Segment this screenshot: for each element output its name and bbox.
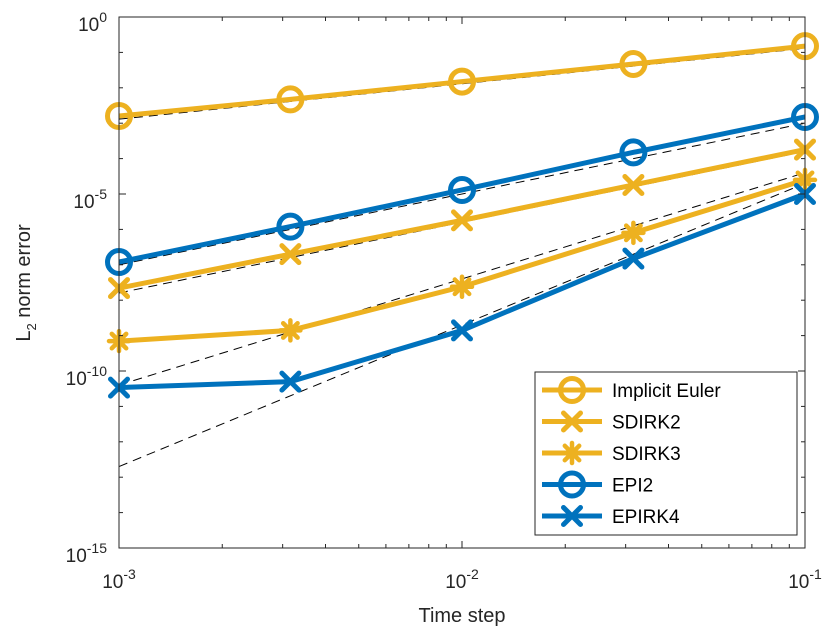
- data-point-sdirk2-4: [622, 173, 645, 196]
- data-point-epirk4-2: [279, 370, 302, 393]
- data-point-epi2-2: [276, 212, 305, 241]
- data-point-sdirk3-2: [278, 318, 303, 343]
- series-sdirk2: [108, 138, 816, 300]
- legend-entry-sdirk2: SDIRK2: [542, 410, 681, 434]
- x-tick-label--2: 10-2: [445, 566, 479, 593]
- y-axis-title-subscript: 2: [24, 323, 39, 330]
- svg-text:L2 norm error: L2 norm error: [13, 224, 39, 342]
- legend-label-epi2: EPI2: [612, 476, 653, 497]
- data-point-sdirk2-3: [451, 209, 473, 232]
- legend-marker-implicit-euler: [558, 376, 586, 404]
- legend-marker-epirk4: [561, 505, 583, 527]
- data-point-epirk4-4: [622, 247, 645, 270]
- legend-entry-implicit-euler: Implicit Euler: [542, 376, 721, 404]
- series-line-implicit-euler: [118, 43, 806, 119]
- data-point-epi2-4: [619, 138, 648, 167]
- series-layer: [105, 32, 819, 399]
- data-point-implicit-euler-4: [619, 50, 648, 79]
- x-tick-label--3: 10-3: [102, 566, 136, 593]
- legend-label-implicit-euler: Implicit Euler: [612, 381, 721, 402]
- y-tick-label--5: 10-5: [73, 186, 107, 213]
- legend-entry-epi2: EPI2: [542, 470, 653, 499]
- series-implicit-euler: [105, 32, 819, 130]
- y-tick-label--10: 10-10: [66, 363, 108, 390]
- axis-ticks: 10-3 10-2 10-1 100 10-5 10-10 10-15: [66, 9, 822, 593]
- y-tick-label-0: 100: [78, 9, 107, 36]
- series-sdirk3: [106, 167, 818, 354]
- legend-marker-sdirk2: [561, 410, 583, 433]
- reference-line-order-2-2: [118, 122, 806, 266]
- data-point-implicit-euler-2: [276, 85, 305, 114]
- reference-line-order-4-5: [118, 182, 806, 468]
- x-axis-title: Time step: [418, 605, 505, 627]
- legend: Implicit Euler SDIRK2 SDIRK3 EPI2 EPIRK4: [534, 371, 798, 536]
- legend-label-sdirk2: SDIRK2: [612, 413, 681, 434]
- y-axis-title-main: L: [13, 331, 35, 342]
- series-line-sdirk3: [118, 177, 806, 344]
- y-axis-title: L2 norm error: [13, 224, 39, 342]
- legend-entry-epirk4: EPIRK4: [542, 505, 680, 528]
- data-point-epirk4-3: [451, 319, 473, 342]
- series-line-epi2: [118, 114, 806, 265]
- data-point-implicit-euler-3: [448, 67, 476, 96]
- legend-label-epirk4: EPIRK4: [612, 507, 680, 528]
- legend-label-sdirk3: SDIRK3: [612, 444, 681, 465]
- legend-marker-epi2: [558, 470, 586, 499]
- x-tick-label--1: 10-1: [788, 566, 822, 593]
- y-tick-label--15: 10-15: [66, 540, 108, 567]
- y-axis-title-rest: norm error: [13, 224, 35, 323]
- series-epi2: [105, 102, 819, 276]
- legend-marker-sdirk3: [559, 440, 585, 466]
- data-point-epi2-3: [448, 175, 476, 204]
- legend-entry-sdirk3: SDIRK3: [542, 440, 681, 466]
- data-point-sdirk2-2: [279, 243, 302, 266]
- data-point-sdirk3-3: [449, 274, 475, 299]
- data-point-sdirk3-4: [621, 220, 646, 246]
